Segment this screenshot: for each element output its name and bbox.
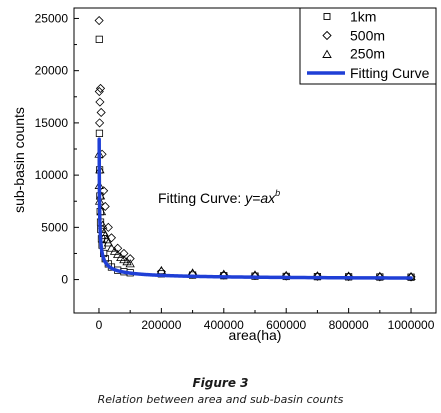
point-500m bbox=[406, 272, 416, 282]
legend-marker-250m bbox=[322, 49, 332, 58]
figure-caption-title: Figure 3 bbox=[192, 376, 249, 390]
x-tick-label: 800000 bbox=[329, 318, 369, 332]
y-tick-label: 25000 bbox=[35, 11, 69, 25]
y-tick-label: 10000 bbox=[35, 168, 69, 182]
x-tick-label: 200000 bbox=[141, 318, 181, 332]
fit-annotation-exponent: b bbox=[275, 188, 280, 198]
legend-label-500m: 500m bbox=[350, 28, 385, 44]
point-500m bbox=[94, 15, 104, 26]
x-tick-label: 400000 bbox=[204, 318, 244, 332]
point-500m bbox=[250, 271, 260, 281]
y-axis-ticks: 0 5000 10000 15000 20000 25000 bbox=[35, 11, 79, 287]
point-500m bbox=[96, 107, 106, 118]
point-500m bbox=[95, 97, 105, 107]
point-500m bbox=[375, 272, 385, 282]
chart: 0 200000 400000 600000 800000 1000000 0 5000 10… bbox=[11, 7, 437, 343]
point-500m bbox=[103, 222, 113, 232]
legend-label-1km: 1km bbox=[350, 9, 376, 25]
fitting-curve bbox=[97, 137, 413, 280]
point-500m bbox=[100, 201, 110, 212]
fit-annotation-formula: y=ax bbox=[244, 190, 276, 206]
y-tick-label: 15000 bbox=[35, 116, 69, 130]
y-axis-label: sub-basin counts bbox=[11, 107, 27, 213]
x-tick-label: 0 bbox=[96, 318, 103, 332]
x-axis-ticks: 0 200000 400000 600000 800000 1000000 bbox=[96, 308, 435, 332]
point-500m bbox=[95, 83, 106, 93]
y-tick-label: 0 bbox=[61, 273, 68, 287]
x-tick-label: 1000000 bbox=[388, 318, 435, 332]
x-axis-label: area(ha) bbox=[229, 327, 282, 343]
point-500m bbox=[312, 271, 322, 281]
point-250m bbox=[103, 238, 114, 247]
y-tick-label: 20000 bbox=[35, 64, 69, 78]
legend-marker-1km bbox=[323, 13, 331, 20]
fitting-curve-layer bbox=[97, 137, 413, 280]
fit-annotation-prefix: Fitting Curve: bbox=[158, 190, 245, 206]
figure-caption-text: Relation between area and sub-basin coun… bbox=[97, 393, 344, 406]
point-500m bbox=[95, 118, 105, 128]
point-500m bbox=[281, 271, 291, 281]
point-500m bbox=[344, 271, 354, 282]
point-500m bbox=[94, 86, 104, 97]
point-500m bbox=[119, 248, 129, 259]
point-250m bbox=[109, 246, 120, 255]
point-250m bbox=[106, 243, 117, 252]
point-500m bbox=[219, 270, 229, 280]
legend-label-250m: 250m bbox=[350, 46, 385, 62]
legend-label-fitting-curve: Fitting Curve bbox=[350, 65, 430, 81]
point-500m bbox=[106, 233, 117, 243]
y-tick-label: 5000 bbox=[41, 220, 68, 234]
point-1km bbox=[95, 35, 103, 43]
legend: 1km 500m 250m Fitting Curve bbox=[299, 7, 437, 85]
x-tick-label: 600000 bbox=[266, 318, 306, 332]
point-250m bbox=[113, 249, 123, 258]
point-250m bbox=[125, 259, 135, 268]
fit-annotation: Fitting Curve: y=axb bbox=[158, 188, 280, 206]
point-1km bbox=[95, 129, 104, 137]
point-500m bbox=[188, 269, 198, 279]
legend-marker-500m bbox=[322, 30, 332, 41]
